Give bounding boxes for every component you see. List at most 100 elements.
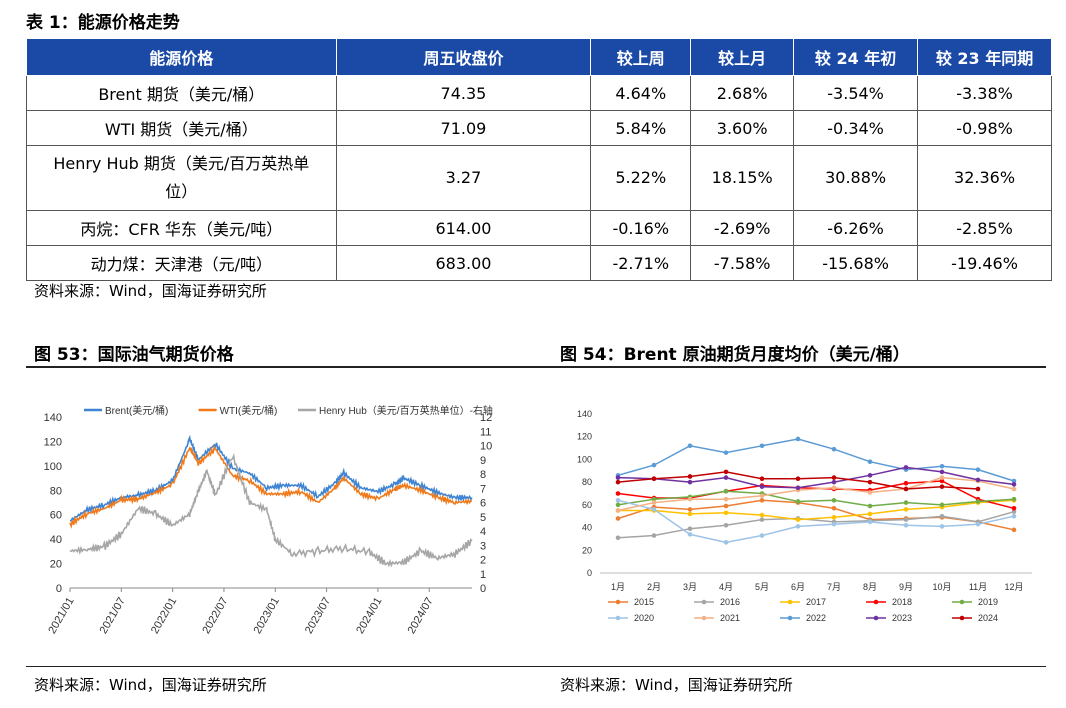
y-tick-label: 140 <box>577 409 592 419</box>
left-tick-label: 120 <box>44 436 62 448</box>
data-point <box>903 465 909 470</box>
data-point <box>903 517 909 522</box>
data-point <box>759 512 765 518</box>
data-point <box>795 524 801 529</box>
y-tick-label: 0 <box>587 568 592 578</box>
data-point <box>939 502 945 508</box>
table-cell: 18.15% <box>690 145 795 211</box>
table-source: 资料来源：Wind，国海证券研究所 <box>34 282 267 300</box>
legend-marker <box>873 599 879 605</box>
table-cell: 4.64% <box>590 75 692 111</box>
data-point <box>903 507 909 512</box>
data-point <box>831 515 837 520</box>
right-tick-label: 1 <box>480 569 486 581</box>
legend-label: 2023 <box>892 613 912 623</box>
data-point <box>759 493 765 499</box>
table-cell: WTI 期货（美元/桶） <box>26 110 337 146</box>
y-tick-label: 100 <box>577 454 592 464</box>
table-cell: Brent 期货（美元/桶） <box>26 75 337 111</box>
legend-marker <box>959 615 965 621</box>
header-cell: 周五收盘价 <box>335 38 592 76</box>
data-point <box>759 443 765 449</box>
x-tick-label: 2023/07 <box>303 596 333 636</box>
divider <box>26 366 1046 368</box>
data-point <box>1011 509 1017 514</box>
data-point <box>615 498 621 503</box>
right-tick-label: 10 <box>480 441 492 453</box>
table-cell: -6.26% <box>793 210 919 246</box>
legend-label: WTI(美元/桶) <box>220 404 278 417</box>
table-cell: -2.71% <box>590 245 692 281</box>
data-point <box>831 475 837 480</box>
header-cell: 较上月 <box>690 38 795 76</box>
left-tick-label: 0 <box>56 583 62 595</box>
data-point <box>687 479 693 485</box>
legend-label: 2024 <box>978 613 998 623</box>
data-point <box>687 507 693 512</box>
energy-price-table: 能源价格 周五收盘价 较上周 较上月 较 24 年初 较 23 年同期 Bren… <box>26 38 1052 281</box>
x-tick-label: 9月 <box>899 582 913 592</box>
legend-label: Brent(美元/桶) <box>105 404 168 417</box>
legend-marker <box>615 615 621 621</box>
data-point <box>723 450 729 455</box>
data-point <box>615 491 621 496</box>
x-tick-label: 11月 <box>969 582 987 592</box>
table-cell: 683.00 <box>335 245 592 281</box>
table-cell: -0.34% <box>793 110 919 146</box>
table-cell: 动力煤：天津港（元/吨） <box>26 245 337 281</box>
table-cell: -19.46% <box>917 245 1052 281</box>
x-tick-label: 1月 <box>611 582 625 592</box>
data-point <box>831 505 837 511</box>
data-point <box>867 459 873 464</box>
data-point <box>903 486 909 492</box>
data-point <box>651 507 657 512</box>
table-cell: 71.09 <box>335 110 592 146</box>
data-point <box>687 526 693 532</box>
data-point <box>831 479 837 485</box>
data-point <box>939 513 945 519</box>
data-point <box>687 474 693 479</box>
data-point <box>723 475 729 480</box>
x-tick-label: 2024/07 <box>406 596 436 636</box>
table-cell: 5.22% <box>590 145 692 211</box>
data-point <box>759 484 765 489</box>
table-cell: -0.98% <box>917 110 1052 146</box>
fig54-title: 图 54：Brent 原油期货月度均价（美元/桶） <box>560 345 910 365</box>
table-cell: Henry Hub 期货（美元/百万英热单位） <box>26 145 337 211</box>
data-point <box>615 502 621 508</box>
right-tick-label: 12 <box>480 412 492 424</box>
series-line <box>617 438 1015 482</box>
series-line <box>69 444 473 529</box>
data-point <box>1011 486 1017 492</box>
x-tick-label: 4月 <box>719 582 733 592</box>
data-point <box>795 485 801 491</box>
x-tick-label: 2月 <box>647 582 661 592</box>
data-point <box>831 521 837 527</box>
data-point <box>615 479 621 485</box>
data-point <box>1011 478 1017 484</box>
series-line <box>617 466 1015 489</box>
table-cell: -7.58% <box>690 245 795 281</box>
data-point <box>795 476 801 482</box>
data-point <box>615 516 621 521</box>
legend-marker <box>873 615 879 621</box>
data-point <box>867 519 873 525</box>
data-point <box>939 469 945 475</box>
data-point <box>651 462 657 468</box>
x-tick-label: 7月 <box>827 582 841 592</box>
table-cell: -15.68% <box>793 245 919 281</box>
series-line <box>617 476 1015 512</box>
header-cell: 较 23 年同期 <box>917 38 1052 76</box>
table-cell: 74.35 <box>335 75 592 111</box>
right-tick-label: 4 <box>480 526 486 538</box>
data-point <box>723 469 729 475</box>
fig54-source: 资料来源：Wind，国海证券研究所 <box>560 676 793 694</box>
data-point <box>867 490 873 495</box>
y-tick-label: 20 <box>582 545 592 555</box>
data-point <box>939 463 945 469</box>
left-tick-label: 60 <box>50 510 62 522</box>
data-point <box>939 478 945 484</box>
table-row: Henry Hub 期货（美元/百万英热单位） 3.27 5.22% 18.15… <box>26 145 1052 211</box>
left-tick-label: 40 <box>50 534 62 546</box>
left-tick-label: 80 <box>50 485 62 497</box>
